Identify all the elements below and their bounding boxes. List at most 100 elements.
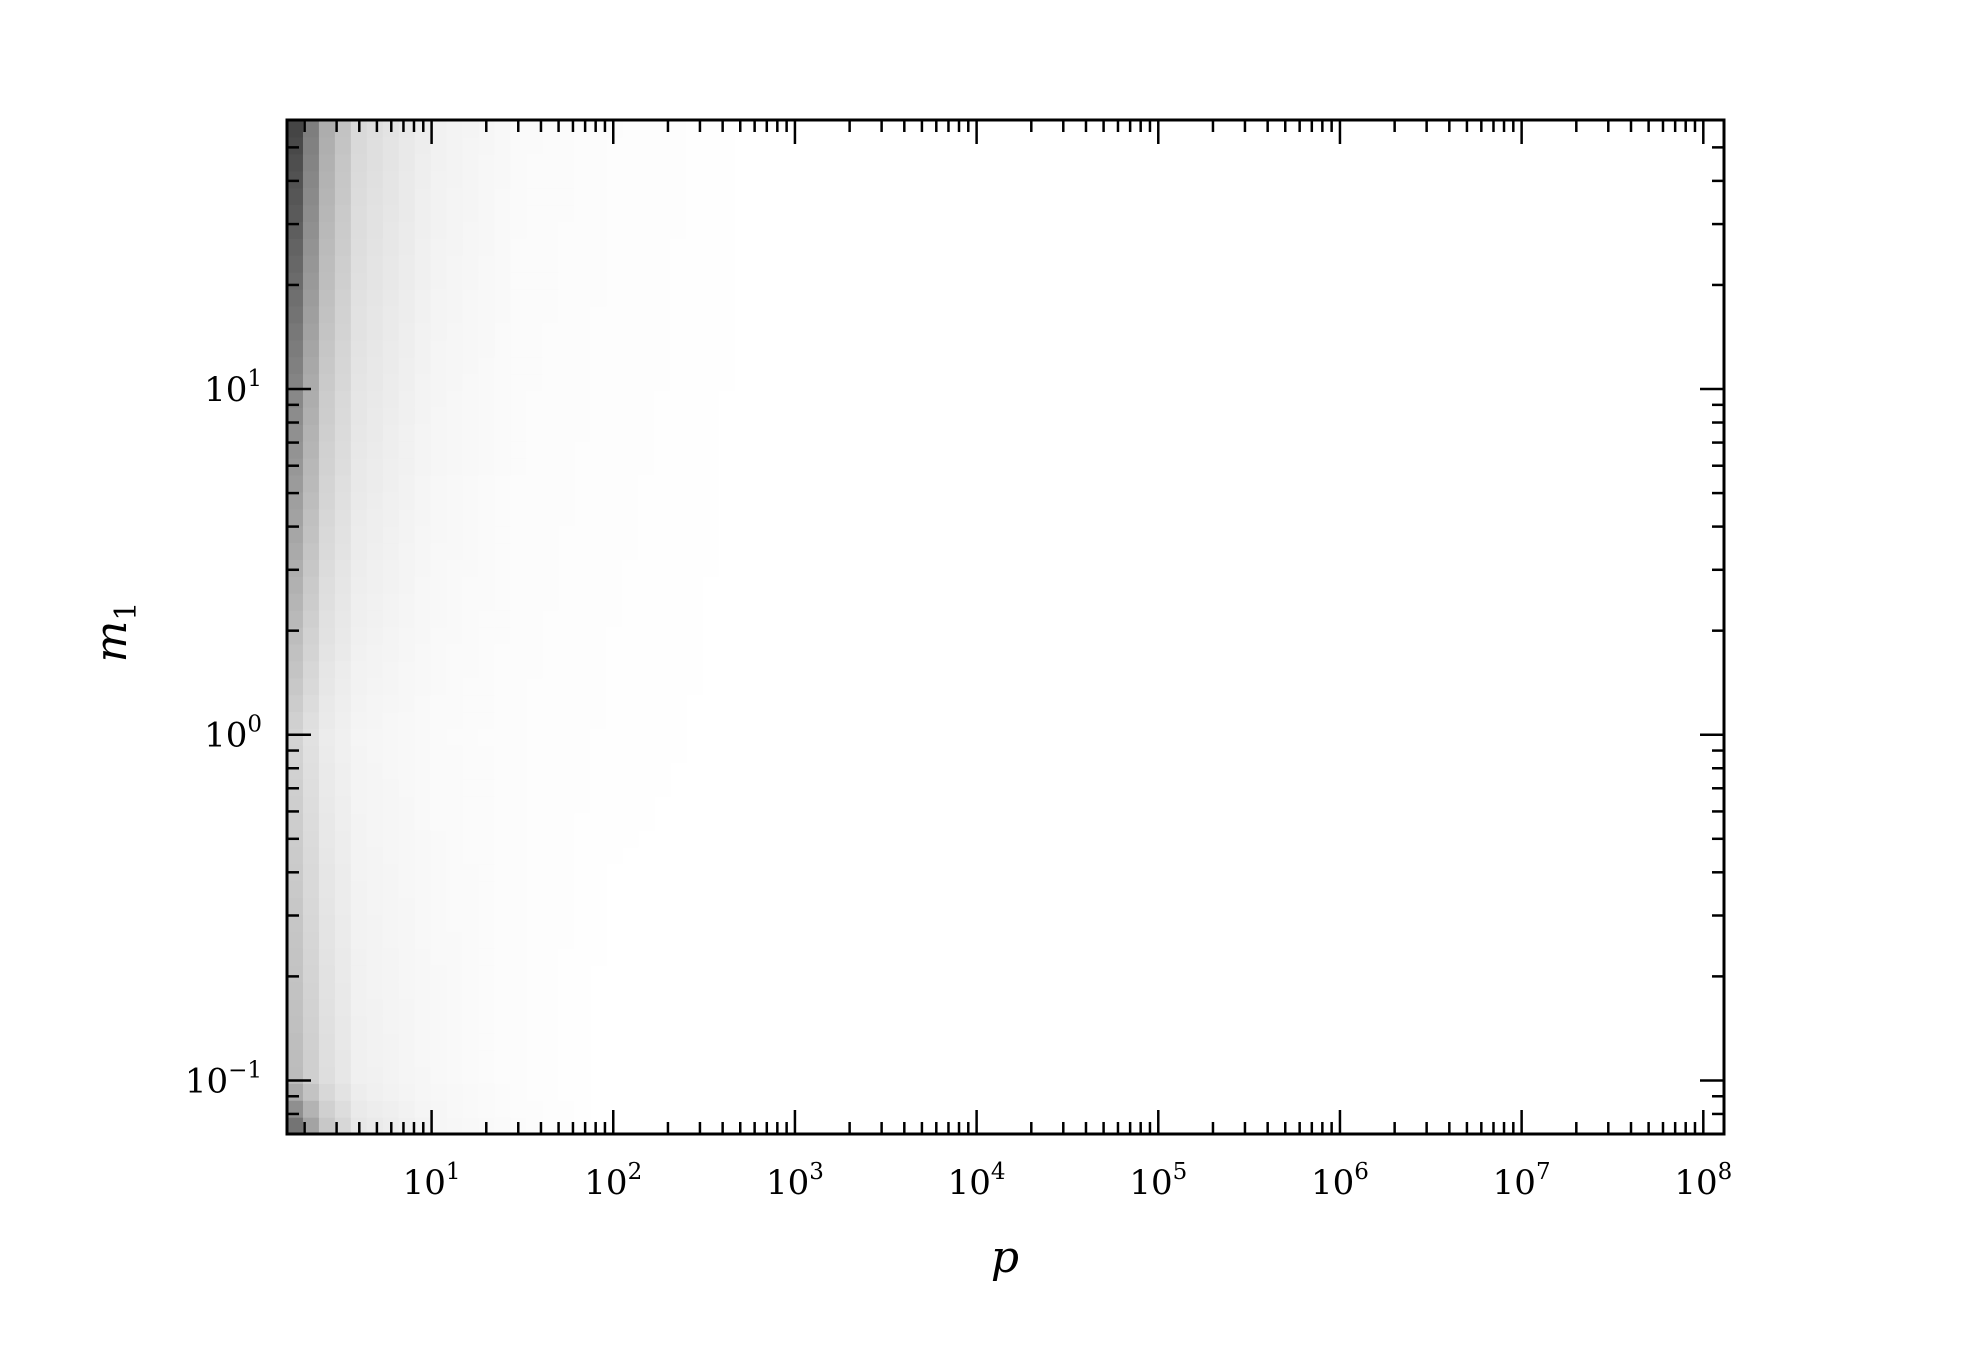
heatmap-cell [350, 424, 368, 442]
heatmap-cell [366, 1032, 384, 1051]
heatmap-cell [718, 322, 735, 341]
heatmap-cell [638, 525, 655, 544]
heatmap-cell [686, 322, 703, 341]
heatmap-cell [302, 643, 320, 662]
heatmap-cell [590, 762, 607, 780]
heatmap-cell [638, 390, 655, 408]
heatmap-cell [398, 204, 416, 222]
heatmap-cell [430, 204, 448, 222]
heatmap-cell [398, 593, 416, 611]
heatmap-cell [526, 136, 544, 155]
heatmap-cell [670, 542, 687, 560]
heatmap-cell [318, 965, 336, 983]
heatmap-cell [350, 965, 368, 983]
heatmap-cell [334, 339, 352, 358]
heatmap-cell [382, 931, 400, 949]
heatmap-cell [558, 796, 575, 814]
heatmap-cell [494, 305, 512, 324]
heatmap-cell [606, 153, 623, 172]
heatmap-cell [287, 424, 304, 442]
heatmap-cell [382, 981, 400, 1000]
heatmap-cell [702, 120, 719, 138]
heatmap-cell [654, 136, 671, 155]
heatmap-cell [398, 627, 416, 645]
heatmap-cell [478, 238, 496, 256]
heatmap-cell [510, 1015, 528, 1034]
heatmap-cell [574, 998, 591, 1017]
heatmap-cell [382, 1100, 400, 1118]
heatmap-cell [510, 559, 528, 577]
heatmap-cell [414, 897, 432, 915]
heatmap-cell [590, 559, 607, 577]
heatmap-cell [430, 1083, 448, 1101]
tick-base: 10 [948, 1163, 991, 1203]
heatmap-cell [638, 407, 655, 425]
heatmap-cell [574, 610, 591, 628]
heatmap-cell [638, 491, 655, 510]
heatmap-cell [414, 576, 432, 594]
heatmap-cell [702, 238, 719, 256]
heatmap-cell [606, 136, 623, 155]
heatmap-cell [606, 728, 623, 746]
heatmap-cell [398, 289, 416, 307]
heatmap-cell [398, 796, 416, 814]
heatmap-cell [590, 660, 607, 679]
heatmap-cell [302, 424, 320, 442]
tick-exponent: 1 [446, 1159, 461, 1185]
x-tick-label: 104 [948, 1159, 1006, 1203]
heatmap-cell [446, 356, 464, 375]
heatmap-cell [702, 204, 719, 222]
heatmap-cell [526, 1083, 544, 1101]
heatmap-cell [334, 255, 352, 273]
heatmap-cell [686, 576, 703, 594]
heatmap-cell [446, 221, 464, 239]
heatmap-cell [622, 153, 639, 172]
heatmap-cell [398, 322, 416, 341]
heatmap-cell [398, 339, 416, 358]
heatmap-cell [462, 1083, 480, 1101]
heatmap-cell [430, 441, 448, 459]
heatmap-cell [590, 322, 607, 341]
heatmap-cell [446, 931, 464, 949]
heatmap-cell [462, 1032, 480, 1051]
heatmap-cell [302, 812, 320, 831]
heatmap-cell [446, 390, 464, 408]
heatmap-cell [622, 660, 639, 679]
heatmap-cell [302, 965, 320, 983]
heatmap-cell [654, 255, 671, 273]
heatmap-cell [398, 170, 416, 189]
heatmap-cell [702, 559, 719, 577]
heatmap-cell [446, 508, 464, 527]
heatmap-cell [350, 204, 368, 222]
heatmap-cell [718, 305, 735, 324]
heatmap-cell [446, 593, 464, 611]
heatmap-cell [574, 322, 591, 341]
heatmap-cell [478, 610, 496, 628]
heatmap-cell [510, 914, 528, 932]
heatmap-cell [510, 1100, 528, 1118]
heatmap-cell [622, 120, 639, 138]
heatmap-cell [702, 424, 719, 442]
heatmap-cell [334, 272, 352, 290]
heatmap-cell [446, 441, 464, 459]
heatmap-cell [526, 255, 544, 273]
heatmap-cell [510, 829, 528, 848]
heatmap-cell [302, 1049, 320, 1067]
heatmap-cell [302, 187, 320, 206]
heatmap-cell [462, 272, 480, 290]
heatmap-cell [462, 474, 480, 493]
heatmap-cell [526, 880, 544, 898]
heatmap-cell [398, 559, 416, 577]
heatmap-cell [590, 728, 607, 746]
heatmap-cell [350, 1083, 368, 1101]
heatmap-cell [574, 305, 591, 324]
heatmap-cell [430, 424, 448, 442]
heatmap-cell [398, 576, 416, 594]
heatmap-cell [622, 542, 639, 560]
heatmap-cell [287, 322, 304, 341]
heatmap-cell [398, 998, 416, 1017]
heatmap-cell [334, 407, 352, 425]
heatmap-cell [638, 474, 655, 493]
heatmap-cell [318, 694, 336, 713]
heatmap-cell [686, 187, 703, 206]
